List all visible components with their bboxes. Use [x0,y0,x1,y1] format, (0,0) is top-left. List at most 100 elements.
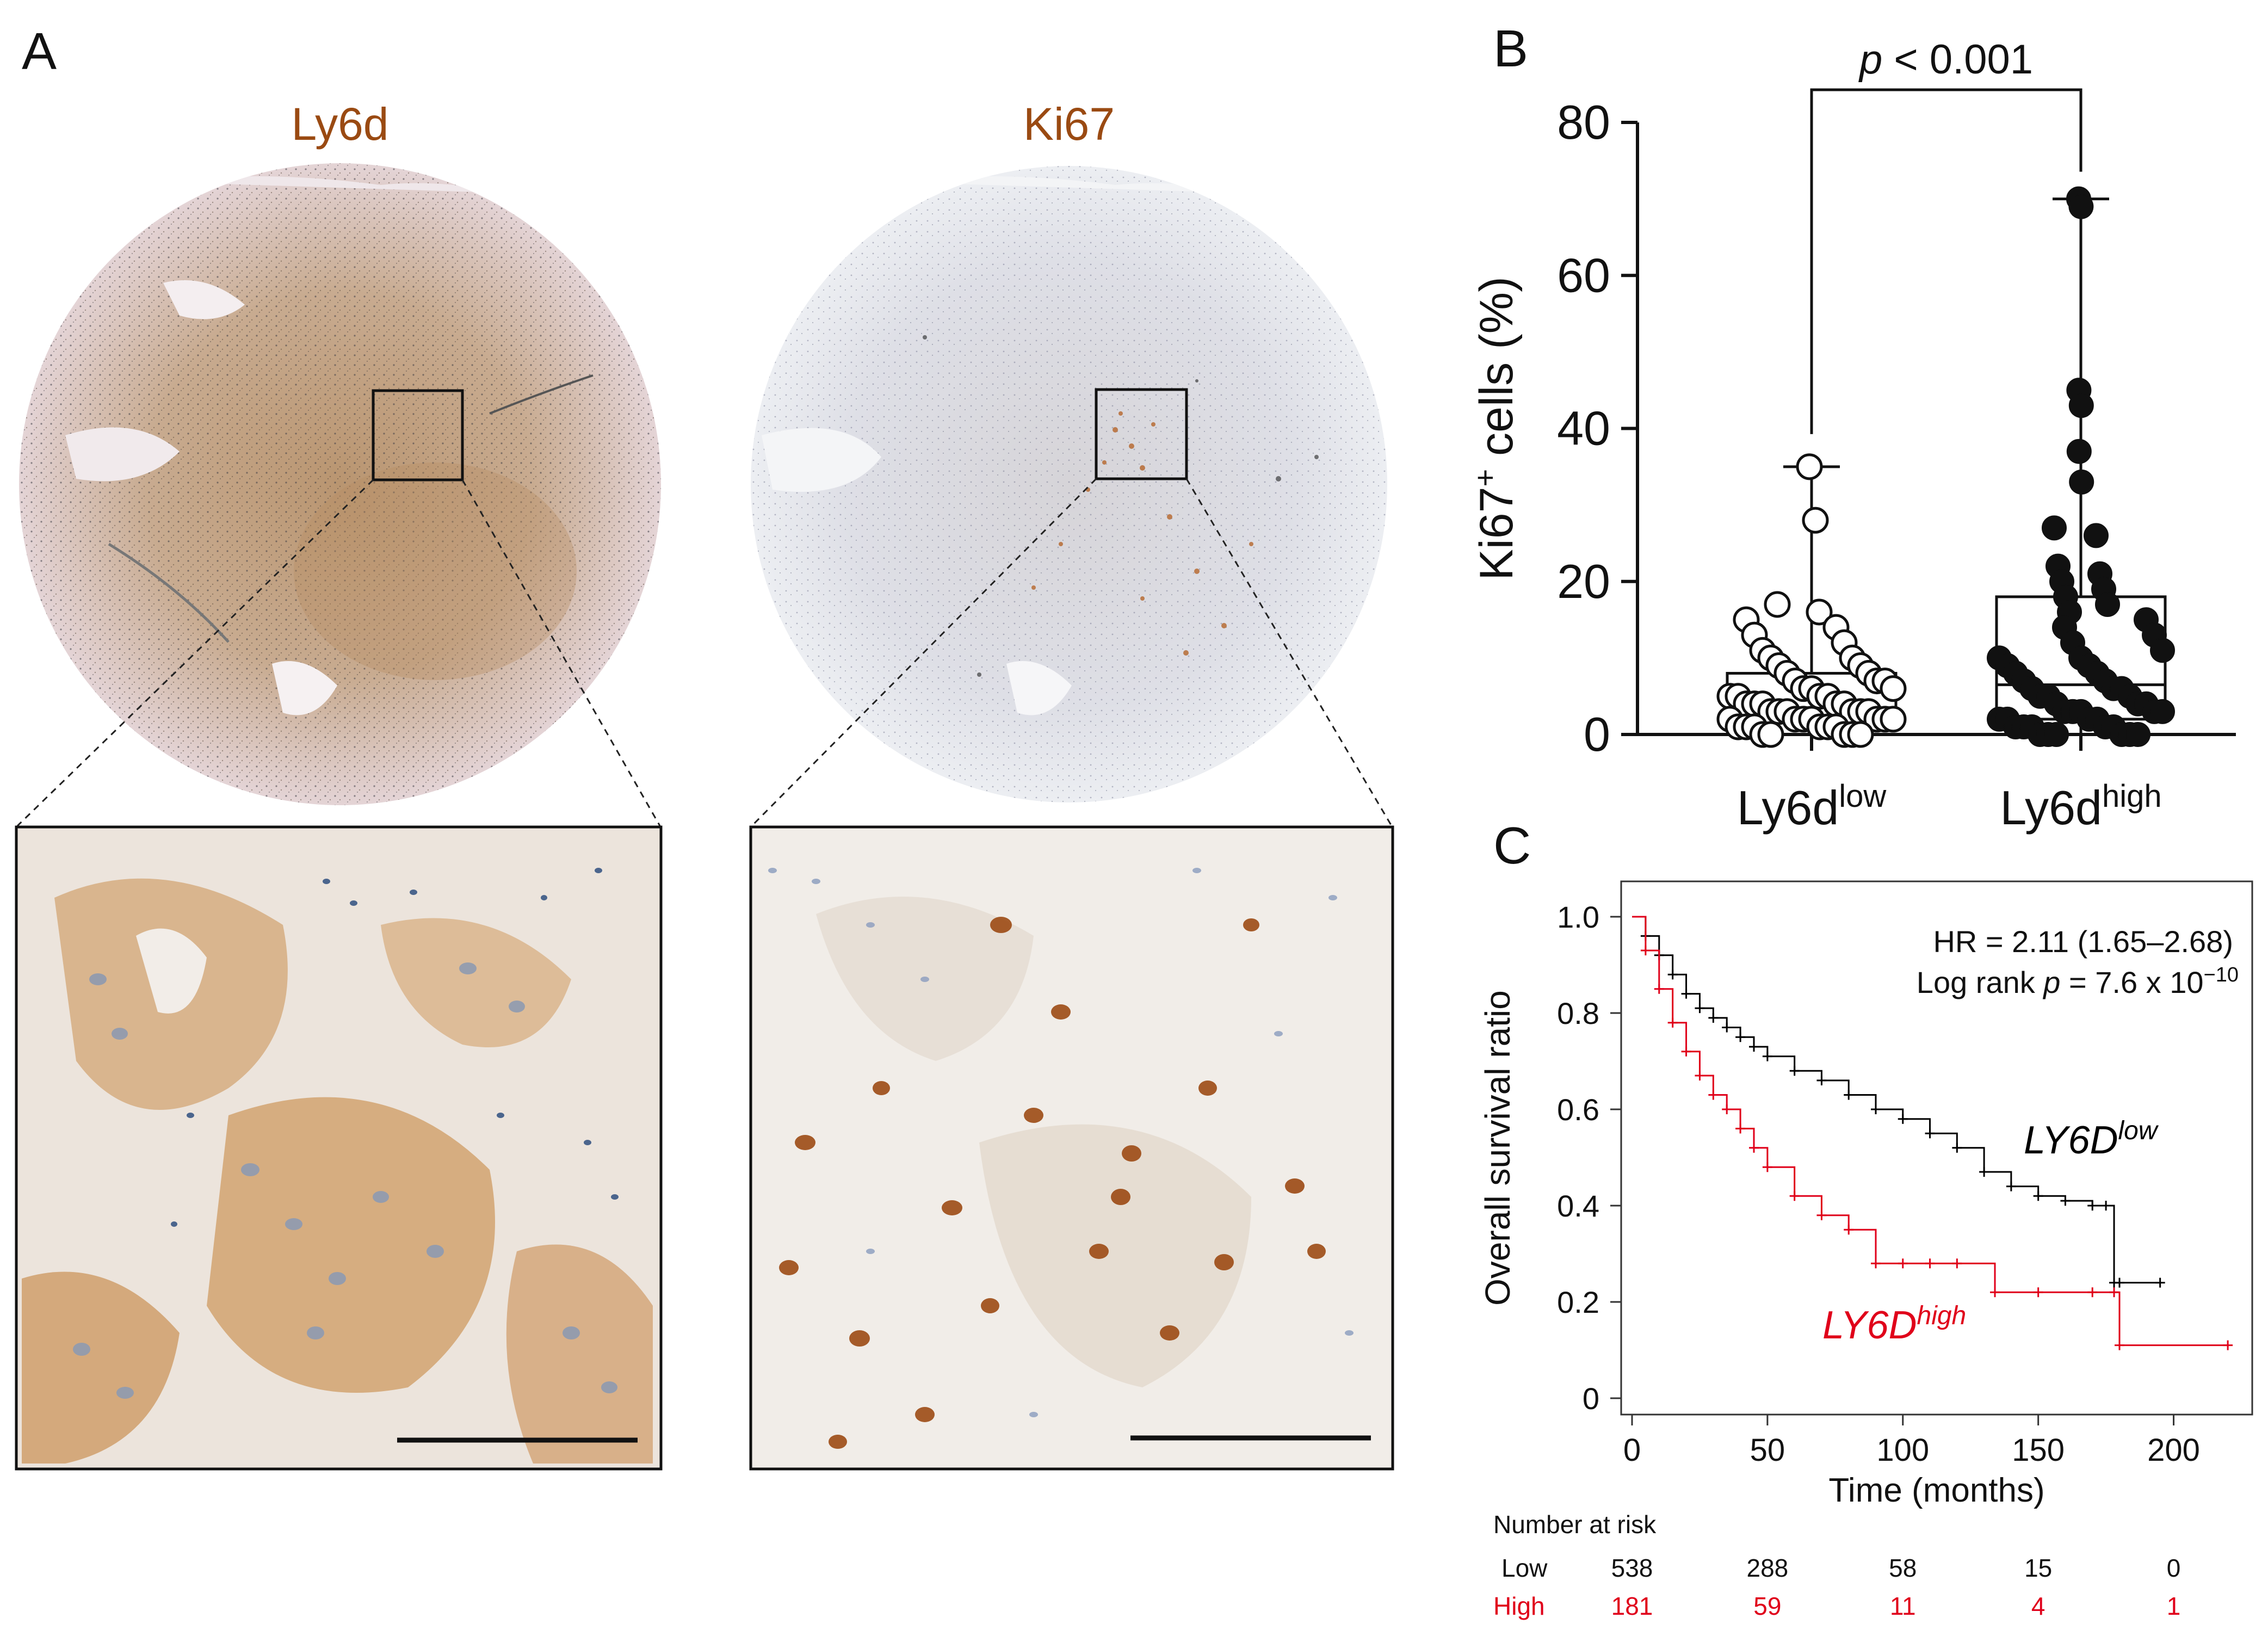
censor-mark [1681,989,1691,999]
censor-mark [2155,1277,2165,1288]
y-tick-label: 0.6 [1557,1092,1599,1127]
series-label: LY6Dlow [2024,1116,2159,1163]
risk-value: 11 [1889,1592,1916,1620]
y-axis-label: Ki67+ cells (%) [1468,276,1523,580]
risk-row-high-label: High [1493,1592,1545,1620]
logrank-text: Log rank p = 7.6 x 10−10 [1917,964,2239,999]
censor-mark [1640,945,1651,955]
data-point-high [2066,439,2092,464]
censor-mark [1871,1104,1881,1114]
ly6d-zoom-image [15,825,663,1471]
data-point-high [2068,393,2094,418]
risk-value: 0 [2166,1554,2181,1582]
censor-mark [1925,1128,1935,1139]
x-category-label: Ly6dlow [1737,779,1887,835]
risk-value: 15 [2024,1554,2053,1582]
censor-mark [1762,1162,1772,1172]
data-point-low [1764,591,1791,618]
censor-mark [1898,1114,1908,1124]
censor-mark [1695,1071,1705,1081]
censor-mark [1735,1123,1746,1134]
censor-mark [2006,1181,2016,1191]
censor-mark [2087,1287,2098,1298]
censor-mark [1816,1210,1827,1220]
censor-mark [1708,1090,1719,1100]
data-point-high [2069,469,2094,495]
censor-mark [1667,1017,1678,1028]
censor-mark [1762,1051,1772,1061]
ki67-tissue-core [751,166,1387,802]
data-point-high [2044,722,2069,747]
risk-value: 59 [1753,1592,1782,1620]
data-point-high [2150,699,2175,724]
data-point-low [1880,706,1907,733]
ly6d-tissue-core [19,163,661,805]
ly6d-stain-title: Ly6d [291,98,389,150]
y-tick-label: 0 [1584,707,1610,761]
censor-mark [2115,1340,2124,1350]
panel-a-micrographs [15,163,1394,1471]
plot-frame [1620,880,2253,1416]
censor-mark [2101,1201,2111,1211]
hazard-ratio-text: HR = 2.11 (1.65–2.68) [1933,924,2233,959]
risk-value: 4 [2031,1592,2045,1620]
censor-mark [1749,1041,1759,1052]
y-tick-label: 1.0 [1557,900,1599,934]
data-point-low [1796,453,1823,480]
panel-b-letter: B [1493,20,1529,78]
data-point-low [1757,721,1784,748]
significance-bracket [1810,88,2082,434]
risk-value: 288 [1746,1554,1789,1582]
censor-mark [1898,1258,1908,1269]
significance-label: p < 0.001 [1858,36,2033,83]
chart-b-boxplot: 0 20 40 60 80 Ki67+ cells (%) Ly6dlow Ly6dhigh p… [1468,36,2236,835]
survival-curve [1632,916,2228,1347]
data-point-low [1847,721,1874,748]
censor-mark [1844,1090,1854,1100]
ki67-zoom-image [749,825,1394,1471]
censor-mark [1722,1104,1732,1114]
y-tick-label: 0.2 [1557,1285,1599,1319]
panel-a-letter: A [22,22,57,81]
x-tick-label: 0 [1623,1433,1641,1468]
censor-mark [2087,1201,2098,1211]
risk-row-low-label: Low [1501,1554,1548,1582]
censor-mark [1871,1258,1881,1269]
x-tick-label: 100 [1876,1433,1929,1468]
censor-mark [1990,1287,2000,1298]
x-tick-label: 50 [1750,1433,1785,1468]
censor-mark [1816,1075,1827,1085]
censor-mark [1708,1012,1719,1023]
y-tick-label: 0 [1583,1381,1599,1416]
risk-value: 1 [2166,1592,2181,1620]
ki67-stain-title: Ki67 [1023,98,1115,150]
x-tick-label: 150 [2012,1433,2065,1468]
risk-value: 538 [1611,1554,1653,1582]
y-axis-label: Overall survival ratio [1478,990,1517,1306]
censor-mark [2060,1196,2071,1206]
zoom-lines [16,478,1393,827]
data-point-high [2095,591,2120,617]
y-tick-label: 20 [1557,554,1610,608]
censor-mark [2033,1287,2043,1298]
series-label: LY6Dhigh [1822,1301,1966,1348]
y-tick-label: 40 [1557,402,1610,455]
censor-mark [1749,1143,1759,1153]
censor-mark [1952,1258,1962,1269]
censor-mark [1789,1066,1800,1076]
censor-mark [1654,984,1664,994]
data-point-high [2042,515,2067,541]
censor-mark [2223,1340,2233,1350]
censor-mark [1667,970,1678,980]
panel-c-letter: C [1493,817,1531,875]
censor-mark [1789,1191,1800,1201]
censor-mark [1844,1225,1854,1235]
censor-mark [1681,1046,1691,1057]
data-point-low [1880,675,1907,702]
y-tick-label: 0.8 [1557,996,1599,1030]
data-point-high [2084,523,2109,548]
risk-value: 58 [1889,1554,1917,1582]
censor-mark [2109,1287,2119,1298]
risk-table-header: Number at risk [1493,1510,1657,1539]
risk-value: 181 [1611,1592,1653,1620]
